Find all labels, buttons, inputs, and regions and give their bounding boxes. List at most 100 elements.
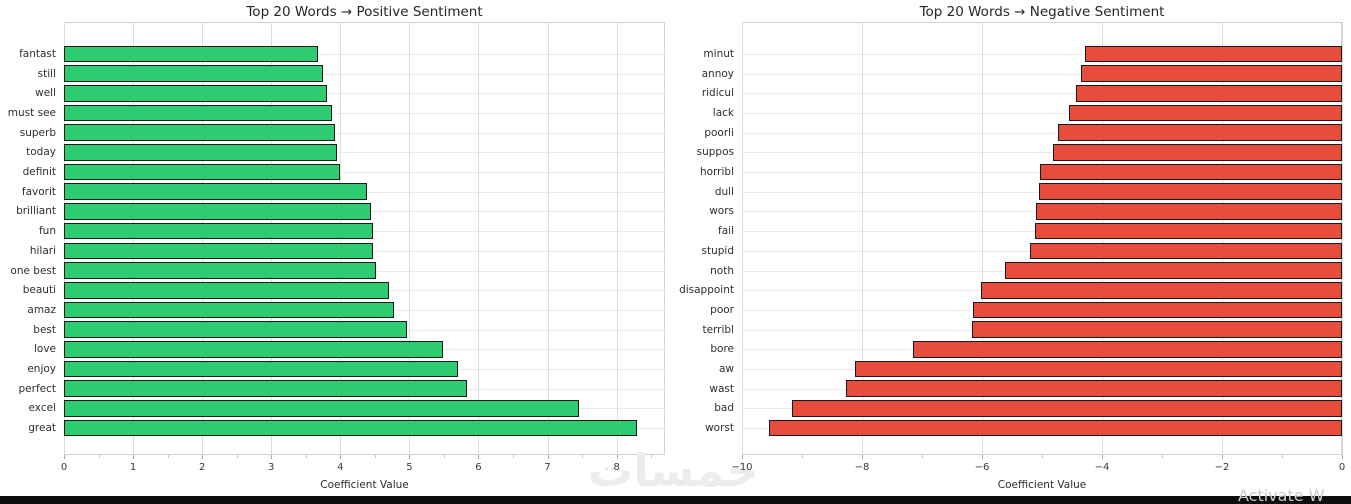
x-minor-tick: [443, 455, 445, 458]
bar-terribl: [971, 321, 1342, 338]
y-tick-label: fail: [718, 225, 734, 238]
y-tick-label: superb: [19, 126, 56, 139]
y-tick-label: amaz: [27, 303, 56, 316]
gridline-vertical: [409, 22, 411, 455]
gridline-horizontal: [64, 93, 665, 95]
gridline-horizontal: [64, 211, 665, 213]
y-tick-label: today: [26, 146, 56, 159]
plot-area: [742, 22, 1342, 455]
x-tick-label: −2: [1214, 462, 1230, 473]
y-tick-label: wors: [709, 205, 734, 218]
gridline-horizontal: [64, 349, 665, 351]
y-tick-label: favorit: [21, 185, 56, 198]
bar-amaz: [64, 301, 394, 319]
x-tick-label: 1: [129, 462, 137, 473]
x-minor-tick: [1162, 455, 1163, 458]
y-tick-label: brilliant: [16, 205, 56, 218]
bar-definit: [64, 163, 340, 181]
bar-poorli: [1058, 124, 1342, 142]
gridline-horizontal: [64, 73, 665, 75]
y-tick-label: perfect: [18, 382, 57, 395]
bar-brilliant: [64, 203, 372, 220]
x-minor-tick: [802, 455, 803, 458]
x-minor-tick: [1282, 455, 1283, 458]
y-tick-label: one best: [10, 264, 56, 277]
y-tick-label: love: [33, 343, 56, 356]
gridline-vertical: [616, 22, 618, 455]
bar-suppos: [1052, 144, 1342, 161]
activate-windows-watermark: Activate W: [1238, 486, 1325, 504]
y-tick-label: well: [35, 87, 56, 100]
gridline-horizontal: [742, 132, 1342, 134]
bar-aw: [854, 360, 1342, 378]
bar-favorit: [64, 183, 368, 201]
bar-dull: [1039, 183, 1342, 201]
bar-lack: [1069, 104, 1342, 122]
gridline-horizontal: [64, 231, 665, 233]
x-minor-tick: [167, 455, 169, 458]
gridline-horizontal: [742, 211, 1342, 213]
y-tick-label: horribl: [699, 166, 734, 179]
chart-title: Top 20 Words → Positive Sentiment: [246, 4, 483, 20]
gridline-horizontal: [742, 54, 1342, 55]
bar-excel: [64, 400, 580, 417]
bar-perfect: [64, 380, 468, 397]
bar-hilari: [64, 242, 374, 260]
y-tick-label: ridicul: [701, 87, 734, 100]
gridline-horizontal: [64, 54, 665, 55]
y-tick-label: noth: [710, 264, 734, 277]
bar-superb: [64, 124, 336, 142]
y-tick-label: annoy: [701, 67, 734, 80]
y-tick-label: must see: [7, 107, 56, 120]
y-tick-label: great: [28, 421, 56, 434]
y-tick-label: worst: [705, 421, 734, 434]
x-tick: [1102, 455, 1103, 459]
x-tick: [271, 455, 273, 459]
x-tick-label: 6: [475, 462, 482, 473]
x-minor-tick: [513, 455, 515, 458]
bar-must-see: [64, 104, 333, 122]
gridline-vertical: [202, 22, 204, 455]
gridline-horizontal: [742, 290, 1342, 292]
gridline-horizontal: [64, 309, 665, 311]
gridline-horizontal: [64, 191, 665, 193]
bar-today: [64, 144, 337, 161]
y-tick-label: wast: [709, 382, 734, 395]
x-tick: [1342, 455, 1343, 459]
bar-best: [64, 321, 408, 338]
gridline-horizontal: [64, 113, 665, 115]
gridline-horizontal: [64, 368, 665, 370]
y-tick-label: disappoint: [679, 284, 734, 297]
gridline-vertical: [340, 22, 342, 455]
gridline-vertical: [478, 22, 480, 455]
x-tick-label: 0: [60, 462, 68, 473]
gridline-horizontal: [64, 408, 665, 410]
gridline-vertical: [742, 22, 743, 455]
gridline-vertical: [271, 22, 273, 455]
x-tick-label: −8: [854, 462, 870, 473]
bar-minut: [1085, 45, 1342, 63]
bar-fun: [64, 222, 374, 240]
gridline-horizontal: [742, 191, 1342, 193]
y-tick-label: dull: [714, 185, 734, 198]
gridline-horizontal: [64, 132, 665, 134]
gridline-horizontal: [64, 270, 665, 272]
bar-noth: [1004, 262, 1342, 279]
gridline-horizontal: [742, 113, 1342, 115]
x-minor-tick: [305, 455, 307, 458]
x-tick-label: 7: [544, 462, 551, 473]
x-tick: [478, 455, 480, 459]
bar-poor: [973, 301, 1342, 319]
gridline-horizontal: [742, 172, 1342, 174]
x-tick: [409, 455, 411, 459]
y-tick-label: hilari: [29, 244, 56, 257]
y-tick-label: minut: [703, 48, 734, 60]
bottom-black-bar: [0, 496, 1351, 504]
y-tick-label: bad: [714, 402, 734, 415]
gridline-vertical: [547, 22, 549, 455]
y-tick-label: fun: [38, 225, 56, 238]
gridline-horizontal: [742, 349, 1342, 351]
bar-wors: [1036, 203, 1342, 220]
bar-disappoint: [980, 281, 1342, 299]
